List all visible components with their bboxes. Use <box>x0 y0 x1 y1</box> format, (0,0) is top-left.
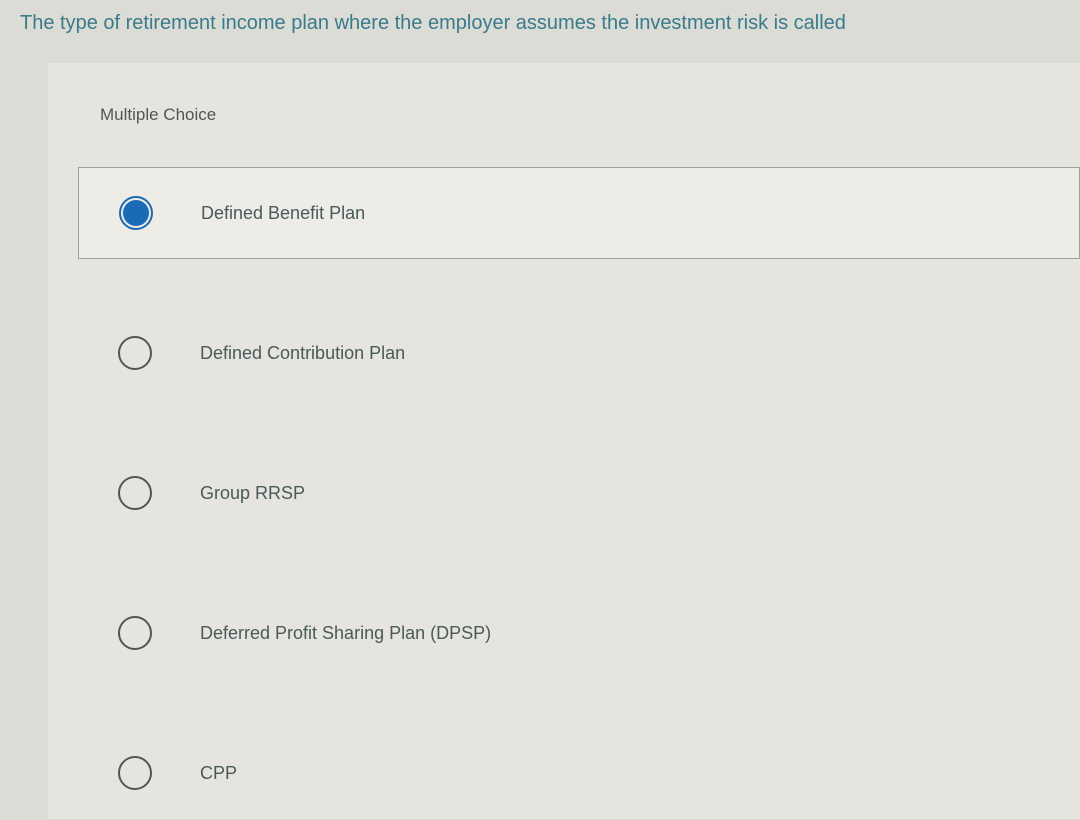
option-label: Defined Contribution Plan <box>200 343 405 364</box>
options-list: Defined Benefit Plan Defined Contributio… <box>48 167 1080 819</box>
radio-icon <box>118 476 152 510</box>
option-label: CPP <box>200 763 237 784</box>
option-label: Deferred Profit Sharing Plan (DPSP) <box>200 623 491 644</box>
radio-fill-icon <box>123 200 149 226</box>
radio-icon <box>118 336 152 370</box>
radio-icon <box>119 196 153 230</box>
option-label: Defined Benefit Plan <box>201 203 365 224</box>
option-label: Group RRSP <box>200 483 305 504</box>
option-cpp[interactable]: CPP <box>78 727 1080 819</box>
section-label: Multiple Choice <box>48 105 1080 167</box>
question-text: The type of retirement income plan where… <box>0 0 1080 63</box>
radio-icon <box>118 756 152 790</box>
option-defined-benefit-plan[interactable]: Defined Benefit Plan <box>78 167 1080 259</box>
radio-icon <box>118 616 152 650</box>
answer-area: Multiple Choice Defined Benefit Plan Def… <box>48 63 1080 819</box>
option-group-rrsp[interactable]: Group RRSP <box>78 447 1080 539</box>
option-defined-contribution-plan[interactable]: Defined Contribution Plan <box>78 307 1080 399</box>
option-dpsp[interactable]: Deferred Profit Sharing Plan (DPSP) <box>78 587 1080 679</box>
